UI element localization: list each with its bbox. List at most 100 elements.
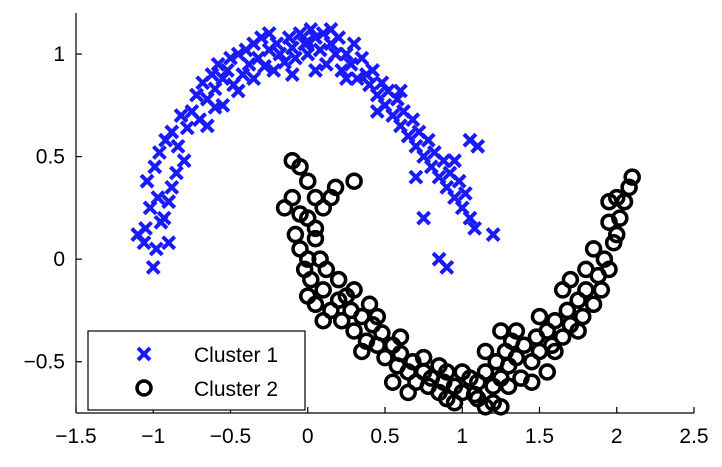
cluster-2-point	[286, 225, 305, 244]
x-tick-label: 2.5	[679, 425, 708, 448]
cluster-1-point	[148, 241, 164, 257]
legend-marker-cluster-2	[135, 379, 153, 397]
cluster-2-point	[283, 188, 302, 207]
cluster-1-point	[451, 173, 467, 189]
cluster-1-point	[235, 67, 251, 82]
cluster-2-point	[306, 229, 325, 248]
cluster-2-point	[499, 377, 518, 396]
cluster-2-point	[546, 342, 564, 361]
cluster-2-point	[306, 295, 325, 314]
cluster-2-point	[600, 260, 618, 279]
cluster-2-point	[314, 311, 332, 330]
cluster-1-point	[219, 63, 235, 78]
cluster-2-point	[345, 172, 363, 190]
cluster-1-point	[308, 30, 323, 46]
cluster-1-point	[272, 46, 288, 62]
cluster-2-point	[530, 307, 549, 326]
legend-label-cluster-2: Cluster 2	[194, 378, 278, 401]
cluster-1-point	[284, 40, 300, 56]
cluster-1-point	[393, 83, 408, 99]
cluster-2-point	[476, 363, 495, 381]
cluster-1-point	[338, 71, 354, 87]
cluster-1-point	[343, 56, 359, 72]
cluster-2-point	[553, 281, 572, 299]
series-1	[130, 21, 501, 275]
cluster-1-point	[277, 54, 292, 70]
cluster-1-point	[207, 99, 223, 115]
legend-box	[87, 330, 306, 411]
cluster-2-point	[584, 295, 603, 314]
series-2	[275, 151, 641, 416]
legend-marker-cluster-1	[136, 346, 152, 362]
cluster-2-point	[577, 260, 595, 279]
x-tick-label: 0.5	[370, 425, 399, 448]
cluster-1-point	[354, 50, 370, 66]
cluster-2-point	[569, 322, 587, 340]
cluster-1-point	[312, 42, 328, 58]
cluster-1-point	[369, 104, 385, 119]
cluster-2-point	[430, 357, 448, 375]
x-axis-ticks: −1.5 −1 −0.5 0 0.5 1 1.5 2 2.5	[55, 407, 709, 448]
cluster-1-point	[230, 46, 246, 62]
cluster-1-point	[230, 83, 246, 99]
x-tick-label: 1	[456, 425, 468, 448]
cluster-1-point	[152, 145, 167, 160]
cluster-2-point	[546, 311, 564, 330]
cluster-2-point	[353, 342, 371, 361]
cluster-2-point	[391, 344, 410, 363]
cluster-1-point	[462, 210, 478, 226]
cluster-1-point	[164, 124, 180, 140]
cluster-1-point	[164, 179, 180, 195]
y-tick-label: 1	[53, 43, 65, 66]
legend-x-marker	[136, 346, 152, 362]
cluster-2-point	[329, 270, 348, 289]
cluster-1-point	[303, 21, 319, 37]
cluster-2-point	[332, 311, 351, 330]
x-tick-label: 1.5	[525, 425, 554, 448]
cluster-2-point	[523, 373, 541, 391]
cluster-1-point	[150, 190, 166, 206]
cluster-2-point	[291, 205, 309, 223]
cluster-2-point	[368, 307, 387, 326]
cluster-2-point	[391, 328, 410, 346]
legend-label-cluster-1: Cluster 1	[194, 344, 278, 367]
cluster-1-point	[287, 50, 303, 66]
x-tick-label: 2	[611, 425, 623, 448]
x-tick-label: −1	[141, 425, 165, 448]
cluster-2-point	[299, 250, 317, 268]
cluster-1-point	[300, 34, 316, 50]
cluster-2-point	[326, 178, 345, 197]
cluster-1-point	[284, 67, 300, 82]
cluster-1-point	[257, 58, 272, 74]
cluster-2-point	[592, 281, 611, 299]
x-tick-label: −1.5	[55, 425, 96, 448]
cluster-1-point	[416, 210, 432, 226]
cluster-2-point	[306, 219, 325, 238]
cluster-1-point	[173, 108, 189, 123]
cluster-2-point	[604, 233, 623, 252]
cluster-1-point	[467, 220, 483, 236]
cluster-1-point	[204, 67, 220, 82]
cluster-1-point	[223, 50, 238, 66]
cluster-1-point	[389, 91, 405, 107]
cluster-1-point	[169, 165, 184, 181]
cluster-1-point	[457, 186, 473, 201]
y-tick-label: 0.5	[36, 146, 65, 169]
cluster-1-point	[420, 132, 436, 148]
cluster-2-point	[314, 281, 332, 299]
cluster-1-point	[365, 63, 381, 78]
cluster-1-point	[323, 21, 339, 37]
legend: Cluster 1 Cluster 2	[87, 330, 306, 411]
cluster-2-point	[291, 158, 309, 176]
cluster-2-point	[383, 373, 402, 391]
cluster-1-point	[308, 63, 323, 78]
cluster-1-point	[147, 159, 163, 175]
cluster-1-point	[241, 56, 257, 72]
cluster-1-point	[485, 227, 501, 242]
cluster-2-point	[492, 398, 510, 416]
cluster-1-point	[176, 153, 192, 169]
cluster-2-point	[553, 328, 572, 346]
cluster-1-point	[156, 210, 172, 226]
cluster-1-point	[300, 46, 316, 62]
